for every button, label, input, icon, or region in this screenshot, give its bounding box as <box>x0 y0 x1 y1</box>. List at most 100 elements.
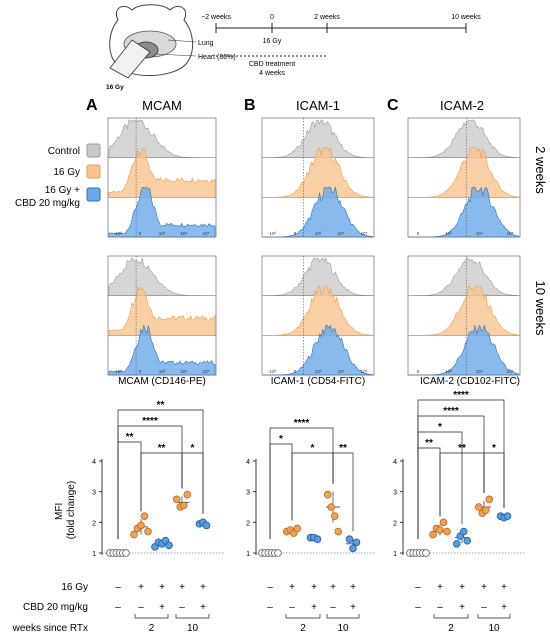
table-mark: – <box>115 582 121 593</box>
row-label-2-weeks: 2 weeks <box>533 146 548 194</box>
histogram-tick-label: 10⁵ <box>507 231 514 236</box>
histogram-tick-label: 10³ <box>315 369 322 374</box>
table-mark: + <box>200 582 206 593</box>
histogram-tick-label: 0 <box>294 231 297 236</box>
table-mark: + <box>459 582 465 593</box>
histogram-tick-label: 0 <box>139 231 142 236</box>
significance-label: * <box>191 443 195 454</box>
data-point <box>436 526 444 534</box>
histogram-tick-label: 10⁴ <box>476 231 483 236</box>
table-mark: + <box>501 602 507 613</box>
data-point <box>293 524 302 533</box>
significance-label: **** <box>453 390 469 401</box>
row-label-10-weeks: 10 weeks <box>533 281 548 336</box>
histogram-curve <box>262 119 374 158</box>
treatment-duration: 4 weeks <box>259 70 285 77</box>
histogram-tick-label: 10⁴ <box>181 231 188 236</box>
week-bracket <box>477 614 511 619</box>
table-mark: + <box>501 582 507 593</box>
table-mark: + <box>159 602 165 613</box>
ylabel-line2: (fold change) <box>66 481 77 539</box>
panel-title-icam2: ICAM-2 <box>440 98 484 113</box>
timeline: −2 weeks 0 2 weeks 10 weeks 16 Gy CBD tr… <box>201 14 481 77</box>
data-point <box>485 495 494 504</box>
data-point <box>165 541 173 550</box>
panel-letter-c: C <box>387 97 399 114</box>
ylabel-line1: MFI <box>54 503 65 520</box>
histogram-tick-label: 0 <box>417 369 420 374</box>
data-point <box>144 527 152 536</box>
data-point <box>334 527 343 536</box>
significance-label: ** <box>425 438 433 449</box>
significance-bracket <box>417 415 485 539</box>
data-point <box>179 501 188 510</box>
significance-label: ** <box>458 443 466 454</box>
histogram-tick-label: -10³ <box>114 369 123 374</box>
hist-xlabel-mcam: MCAM (CD146-PE) <box>118 376 206 387</box>
table-row-label-cbd: CBD 20 mg/kg <box>23 602 88 613</box>
beam-dose-label: 16 Gy <box>106 84 124 91</box>
histogram-tick-label: 10³ <box>445 231 452 236</box>
histogram-tick-label: 10⁵ <box>203 231 210 236</box>
significance-label: ** <box>126 432 134 443</box>
data-point <box>439 518 448 527</box>
histogram-grid: -10³ 0 10³ 10⁴ 10⁵ -10³ 0 10³ 10⁴ 10⁵ -10³ 0 10³ 10⁴ 1… <box>107 117 521 376</box>
hist-xlabel-icam1: ICAM-1 (CD54-FITC) <box>271 376 365 387</box>
panel-letter-a: A <box>86 97 98 114</box>
heart-label: Heart (80%) <box>198 54 236 61</box>
table-mark: + <box>311 602 317 613</box>
legend-label-16gy: 16 Gy <box>53 167 80 178</box>
table-mark: – <box>481 602 487 613</box>
y-tick-label: 1 <box>393 551 397 558</box>
table-mark: – <box>179 602 185 613</box>
histogram-tick-label: 0 <box>139 369 142 374</box>
histogram-tick-label: 10³ <box>159 369 166 374</box>
table-mark: + <box>350 582 356 593</box>
y-tick-label: 4 <box>92 459 96 466</box>
table-mark: – <box>289 602 295 613</box>
legend-label-cbd: 16 Gy + <box>45 185 80 196</box>
legend-swatch-control <box>86 143 101 158</box>
histogram-tick-label: -10³ <box>268 369 277 374</box>
timeline-label: 0 <box>270 14 274 21</box>
week-bracket <box>285 614 321 619</box>
data-point <box>137 521 145 530</box>
data-point <box>122 549 130 557</box>
week-bracket <box>433 614 469 619</box>
hist-xlabel-icam2: ICAM-2 (CD102-FITC) <box>420 376 520 387</box>
table-mark: + <box>330 582 336 593</box>
data-point <box>429 530 437 539</box>
table-mark: + <box>437 582 443 593</box>
timeline-label: −2 weeks <box>201 14 231 21</box>
data-point <box>345 535 354 543</box>
table-mark: + <box>459 602 465 613</box>
y-tick-label: 2 <box>393 520 397 527</box>
significance-label: * <box>438 422 442 433</box>
treatment-table: 16 Gy CBD 20 mg/kg weeks since RTx – + + + +… <box>12 582 511 634</box>
histogram-tick-label: 10⁴ <box>476 369 483 374</box>
significance-bracket <box>181 452 204 514</box>
histogram-curve <box>262 146 374 198</box>
significance-bracket <box>417 399 505 539</box>
data-point <box>422 549 430 557</box>
y-tick-label: 4 <box>393 459 397 466</box>
treatment-label: CBD treatment <box>249 61 295 68</box>
histogram-frame <box>107 117 217 238</box>
table-mark: – <box>267 602 273 613</box>
mouse-schematic: Lung Heart (80%) 16 Gy <box>106 4 236 91</box>
y-tick-label: 3 <box>246 490 250 497</box>
table-mark: + <box>138 582 144 593</box>
data-point <box>474 503 483 511</box>
histogram-tick-label: 10⁴ <box>338 369 345 374</box>
significance-label: **** <box>443 406 459 417</box>
y-tick-label: 4 <box>246 459 250 466</box>
significance-label: ** <box>158 443 166 454</box>
timeline-label: 2 weeks <box>314 14 340 21</box>
table-row-label-weeks: weeks since RTx <box>12 623 88 634</box>
significance-bracket <box>332 452 354 532</box>
data-point <box>313 535 322 543</box>
table-mark: + <box>200 602 206 613</box>
